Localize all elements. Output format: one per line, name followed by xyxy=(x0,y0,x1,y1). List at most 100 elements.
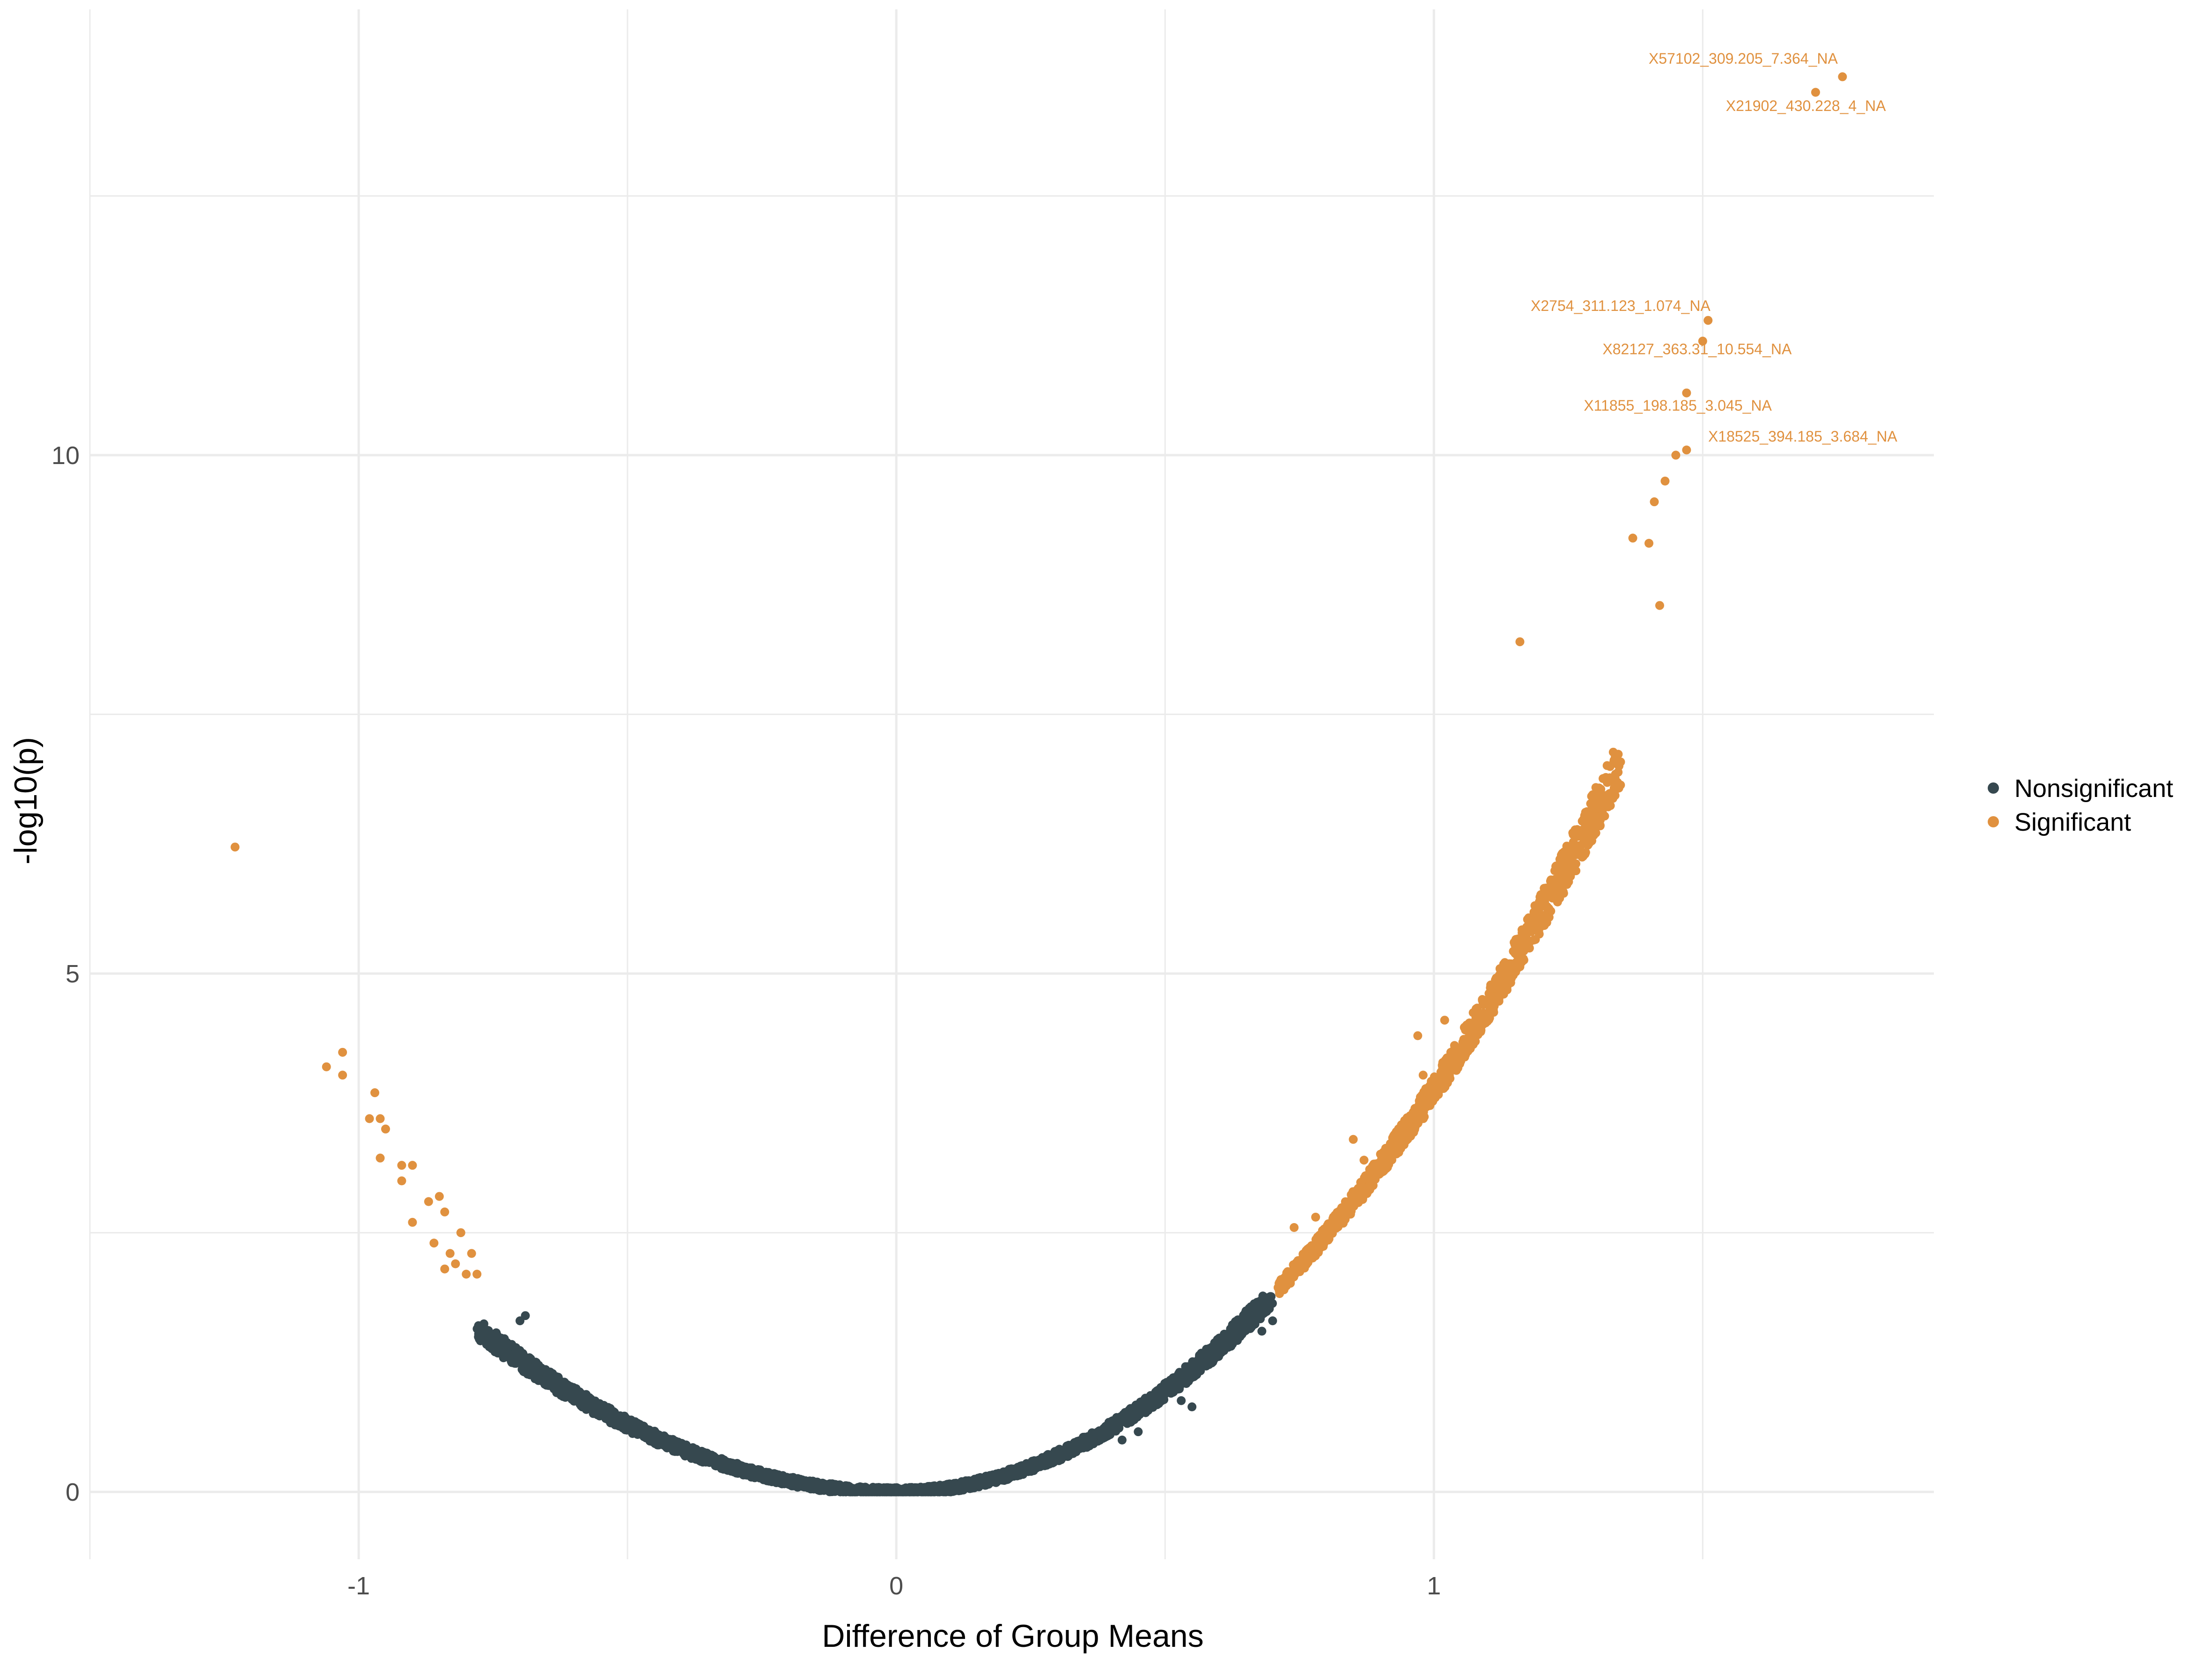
point-significant xyxy=(1308,1249,1317,1259)
point-significant xyxy=(1394,1148,1403,1157)
point-nonsignificant xyxy=(501,1345,511,1355)
point-significant xyxy=(1497,986,1507,995)
point-significant xyxy=(1316,1234,1326,1244)
point-nonsignificant xyxy=(886,1487,895,1497)
point-nonsignificant xyxy=(1262,1304,1271,1313)
point-significant xyxy=(1507,965,1517,974)
point-nonsignificant xyxy=(515,1316,524,1326)
point-significant xyxy=(1578,817,1587,826)
point-nonsignificant xyxy=(483,1326,493,1335)
point-significant xyxy=(1682,388,1691,398)
grid-major xyxy=(90,9,1934,1559)
y-axis-tick-labels: 0 5 10 xyxy=(52,442,80,1506)
point-significant xyxy=(1559,880,1568,890)
point-nonsignificant xyxy=(756,1470,765,1479)
point-nonsignificant xyxy=(1132,1409,1142,1418)
point-significant xyxy=(1614,767,1623,777)
point-significant xyxy=(1532,915,1541,925)
point-significant xyxy=(1609,783,1619,792)
point-nonsignificant xyxy=(1087,1433,1096,1443)
point-nonsignificant xyxy=(1253,1310,1263,1319)
point-significant xyxy=(472,1269,482,1279)
point-significant xyxy=(1294,1267,1303,1276)
x-axis-tick-labels: -1 0 1 xyxy=(347,1572,1441,1600)
y-tick-label: 5 xyxy=(66,960,80,988)
point-significant xyxy=(1551,861,1561,870)
point-significant xyxy=(1534,929,1544,939)
point-significant xyxy=(1502,970,1511,979)
point-nonsignificant xyxy=(517,1357,527,1366)
point-nonsignificant xyxy=(789,1473,798,1482)
point-nonsignificant xyxy=(525,1353,534,1363)
point-nonsignificant xyxy=(667,1437,676,1446)
point-nonsignificant xyxy=(1099,1433,1109,1442)
point-nonsignificant xyxy=(641,1431,650,1441)
point-significant xyxy=(1290,1223,1299,1232)
point-significant xyxy=(1535,903,1544,913)
point-nonsignificant xyxy=(1158,1382,1167,1392)
point-nonsignificant xyxy=(592,1407,601,1416)
point-nonsignificant xyxy=(894,1484,903,1493)
point-nonsignificant xyxy=(653,1440,663,1449)
point-nonsignificant xyxy=(1189,1372,1199,1381)
point-significant xyxy=(1479,1019,1488,1029)
point-significant xyxy=(1349,1135,1358,1144)
point-nonsignificant xyxy=(850,1486,859,1496)
series-nonsignificant xyxy=(472,1291,1277,1497)
point-significant xyxy=(1479,1011,1489,1021)
point-nonsignificant xyxy=(1246,1302,1255,1312)
point-significant xyxy=(1471,1015,1480,1025)
point-significant xyxy=(1606,801,1615,810)
point-significant xyxy=(435,1192,444,1201)
point-significant xyxy=(1557,849,1567,859)
point-nonsignificant xyxy=(1177,1396,1186,1405)
point-nonsignificant xyxy=(473,1324,482,1333)
point-nonsignificant xyxy=(918,1487,927,1497)
point-significant xyxy=(1372,1160,1382,1170)
point-significant xyxy=(1489,993,1498,1002)
point-nonsignificant xyxy=(533,1374,542,1384)
legend-key-nonsignificant xyxy=(1988,782,1999,794)
point-nonsignificant xyxy=(627,1425,636,1435)
point-significant xyxy=(1489,981,1498,990)
point-significant xyxy=(1408,1107,1418,1117)
x-tick-label: 0 xyxy=(889,1572,903,1600)
point-significant xyxy=(1424,1096,1434,1106)
point-nonsignificant xyxy=(840,1482,849,1491)
point-significant xyxy=(1520,939,1529,948)
point-significant xyxy=(1514,935,1523,944)
point-nonsignificant xyxy=(612,1411,621,1421)
point-significant xyxy=(338,1047,347,1057)
point-nonsignificant xyxy=(535,1367,545,1376)
point-significant xyxy=(1515,637,1525,647)
point-significant xyxy=(1364,1172,1373,1181)
point-nonsignificant xyxy=(973,1475,983,1485)
point-significant xyxy=(1655,601,1664,610)
point-significant xyxy=(1440,1060,1450,1069)
point-nonsignificant xyxy=(1222,1341,1231,1350)
point-nonsignificant xyxy=(585,1395,595,1405)
point-nonsignificant xyxy=(1140,1407,1149,1416)
point-significant xyxy=(1590,813,1599,822)
point-significant xyxy=(1671,450,1681,460)
point-significant xyxy=(397,1161,406,1170)
point-significant xyxy=(1576,841,1585,850)
point-significant xyxy=(1462,1045,1471,1054)
point-significant xyxy=(1346,1209,1355,1219)
point-nonsignificant xyxy=(796,1481,805,1490)
point-nonsignificant xyxy=(519,1366,528,1376)
point-annotation: X82127_363.31_10.554_NA xyxy=(1602,340,1792,357)
point-nonsignificant xyxy=(1187,1402,1197,1412)
point-annotation: X18525_394.185_3.684_NA xyxy=(1708,428,1898,445)
point-significant xyxy=(1535,923,1544,932)
point-significant xyxy=(338,1070,347,1080)
point-significant xyxy=(376,1153,385,1163)
point-significant xyxy=(440,1264,450,1274)
point-nonsignificant xyxy=(710,1455,720,1465)
legend-key-significant xyxy=(1988,816,1999,827)
point-significant xyxy=(1350,1196,1359,1205)
x-tick-label: 1 xyxy=(1427,1572,1441,1600)
point-significant xyxy=(1616,757,1625,767)
